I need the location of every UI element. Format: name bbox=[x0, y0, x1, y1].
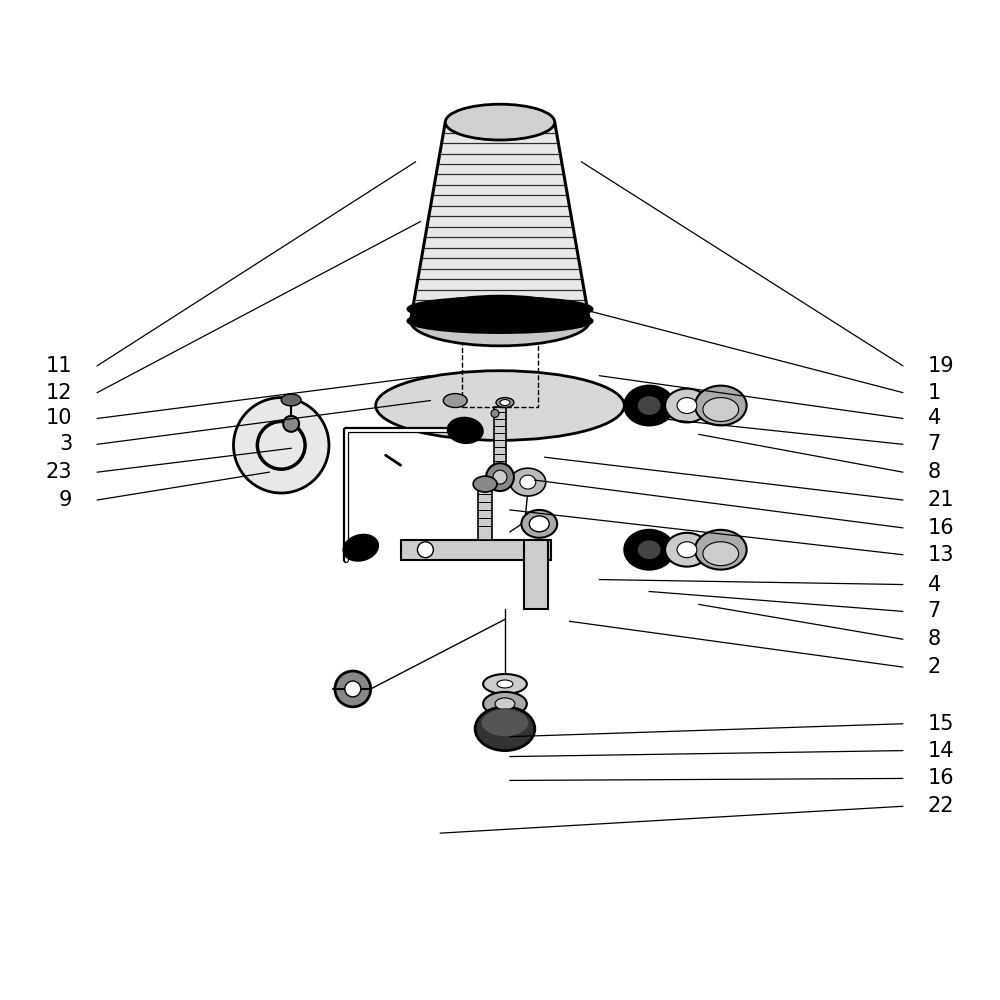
Ellipse shape bbox=[408, 297, 592, 321]
Ellipse shape bbox=[343, 534, 378, 561]
Circle shape bbox=[233, 398, 329, 493]
Text: 13: 13 bbox=[928, 545, 954, 565]
Ellipse shape bbox=[637, 540, 661, 560]
Text: 7: 7 bbox=[928, 601, 941, 621]
Ellipse shape bbox=[473, 476, 497, 492]
Circle shape bbox=[491, 410, 499, 417]
Text: 22: 22 bbox=[928, 796, 954, 816]
Ellipse shape bbox=[665, 533, 709, 567]
Circle shape bbox=[335, 671, 371, 707]
Text: 16: 16 bbox=[928, 768, 954, 788]
Polygon shape bbox=[524, 540, 548, 609]
Ellipse shape bbox=[665, 389, 709, 422]
Ellipse shape bbox=[411, 296, 590, 346]
Ellipse shape bbox=[481, 709, 529, 737]
Ellipse shape bbox=[624, 530, 674, 570]
Text: 15: 15 bbox=[928, 714, 954, 734]
Ellipse shape bbox=[695, 530, 747, 570]
Ellipse shape bbox=[443, 394, 467, 408]
Ellipse shape bbox=[703, 398, 739, 421]
Text: 8: 8 bbox=[928, 462, 941, 482]
Ellipse shape bbox=[520, 475, 536, 489]
Polygon shape bbox=[401, 540, 551, 560]
Text: 7: 7 bbox=[928, 434, 941, 454]
Text: 1: 1 bbox=[928, 383, 941, 403]
Ellipse shape bbox=[496, 398, 514, 408]
Ellipse shape bbox=[510, 468, 546, 496]
Bar bbox=[494, 407, 506, 467]
Ellipse shape bbox=[500, 400, 510, 406]
Text: 3: 3 bbox=[59, 434, 72, 454]
Text: 21: 21 bbox=[928, 490, 954, 510]
Ellipse shape bbox=[624, 386, 674, 425]
Text: 12: 12 bbox=[46, 383, 72, 403]
Text: 9: 9 bbox=[59, 490, 72, 510]
Ellipse shape bbox=[497, 680, 513, 688]
Text: 2: 2 bbox=[928, 657, 941, 677]
Ellipse shape bbox=[408, 309, 592, 333]
Ellipse shape bbox=[529, 516, 549, 532]
Text: 16: 16 bbox=[928, 518, 954, 538]
Ellipse shape bbox=[521, 510, 557, 538]
Text: 4: 4 bbox=[928, 408, 941, 428]
Ellipse shape bbox=[483, 692, 527, 716]
Ellipse shape bbox=[447, 417, 483, 443]
Polygon shape bbox=[411, 122, 590, 321]
Ellipse shape bbox=[677, 542, 697, 558]
Circle shape bbox=[486, 463, 514, 491]
Ellipse shape bbox=[703, 542, 739, 566]
Text: 11: 11 bbox=[46, 356, 72, 376]
Ellipse shape bbox=[495, 698, 515, 710]
Circle shape bbox=[417, 542, 433, 558]
Circle shape bbox=[345, 681, 361, 697]
Circle shape bbox=[283, 416, 299, 432]
Ellipse shape bbox=[637, 396, 661, 415]
Text: 8: 8 bbox=[928, 629, 941, 649]
Ellipse shape bbox=[475, 707, 535, 751]
Text: 4: 4 bbox=[928, 575, 941, 595]
Text: 14: 14 bbox=[928, 741, 954, 761]
Ellipse shape bbox=[445, 104, 555, 140]
Ellipse shape bbox=[281, 394, 301, 406]
Circle shape bbox=[493, 470, 507, 484]
Text: 19: 19 bbox=[928, 356, 954, 376]
Ellipse shape bbox=[695, 386, 747, 425]
Ellipse shape bbox=[677, 398, 697, 413]
Ellipse shape bbox=[376, 371, 624, 440]
Ellipse shape bbox=[483, 674, 527, 694]
Text: 10: 10 bbox=[46, 408, 72, 428]
Bar bbox=[478, 490, 492, 540]
Text: 23: 23 bbox=[46, 462, 72, 482]
